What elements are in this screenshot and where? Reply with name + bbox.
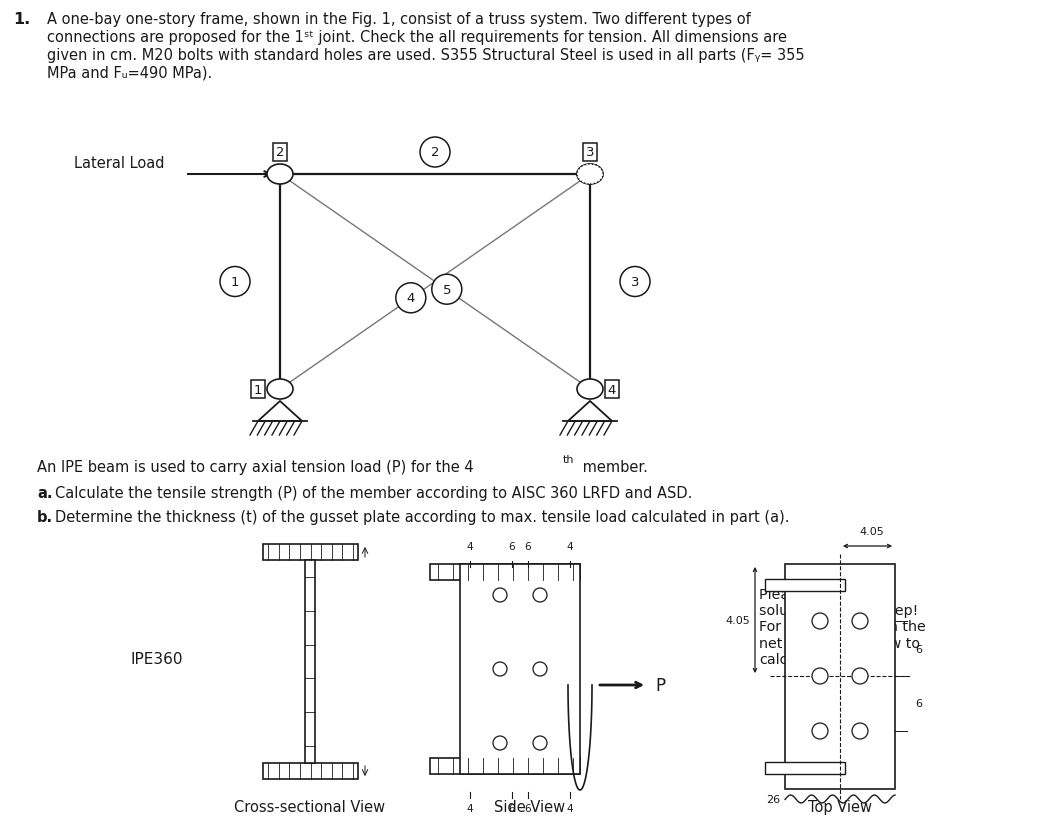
Text: b.: b. bbox=[37, 509, 53, 524]
Text: 6: 6 bbox=[915, 644, 922, 654]
Bar bbox=[785, 565, 895, 789]
Circle shape bbox=[812, 668, 828, 684]
Polygon shape bbox=[568, 402, 612, 421]
Text: Determine the thickness (t) of the gusset plate according to max. tensile load c: Determine the thickness (t) of the gusse… bbox=[55, 509, 789, 524]
Text: member.: member. bbox=[578, 460, 648, 474]
Text: 4.05: 4.05 bbox=[725, 615, 750, 625]
Text: Top View: Top View bbox=[808, 799, 872, 814]
Text: 26: 26 bbox=[766, 794, 780, 804]
Circle shape bbox=[533, 588, 547, 602]
Bar bbox=[460, 565, 580, 774]
Bar bbox=[305, 561, 315, 763]
Text: 1: 1 bbox=[231, 276, 239, 289]
Bar bbox=[264, 544, 358, 561]
Text: 6: 6 bbox=[525, 803, 531, 813]
Text: 4: 4 bbox=[407, 292, 415, 305]
Ellipse shape bbox=[577, 165, 603, 185]
Text: th: th bbox=[563, 455, 574, 465]
Circle shape bbox=[493, 736, 507, 750]
Bar bbox=[765, 580, 845, 591]
Circle shape bbox=[852, 614, 868, 629]
Circle shape bbox=[432, 275, 462, 305]
Ellipse shape bbox=[577, 379, 603, 400]
Text: MPa and Fᵤ=490 MPa).: MPa and Fᵤ=490 MPa). bbox=[47, 66, 212, 81]
Bar bbox=[264, 763, 358, 779]
Circle shape bbox=[396, 283, 426, 314]
Text: 2: 2 bbox=[431, 147, 440, 159]
Text: given in cm. M20 bolts with standard holes are used. S355 Structural Steel is us: given in cm. M20 bolts with standard hol… bbox=[47, 48, 804, 63]
Circle shape bbox=[419, 137, 450, 168]
Text: 6: 6 bbox=[525, 542, 531, 551]
Circle shape bbox=[533, 736, 547, 750]
Circle shape bbox=[852, 723, 868, 739]
Text: Cross-sectional View: Cross-sectional View bbox=[234, 799, 386, 814]
Circle shape bbox=[533, 662, 547, 676]
Text: 4: 4 bbox=[467, 803, 473, 813]
Ellipse shape bbox=[267, 379, 293, 400]
Bar bbox=[430, 565, 580, 580]
Ellipse shape bbox=[577, 165, 603, 185]
Circle shape bbox=[620, 267, 650, 297]
Text: a.: a. bbox=[37, 485, 53, 500]
Text: 4: 4 bbox=[567, 803, 573, 813]
Text: An IPE beam is used to carry axial tension load (P) for the 4: An IPE beam is used to carry axial tensi… bbox=[37, 460, 473, 474]
Text: Lateral Load: Lateral Load bbox=[75, 156, 165, 171]
Text: Please explain the
solution, step by step!
For example sketch the
net areas show: Please explain the solution, step by ste… bbox=[759, 587, 925, 666]
Text: A one-bay one-story frame, shown in the Fig. 1, consist of a truss system. Two d: A one-bay one-story frame, shown in the … bbox=[47, 12, 750, 27]
Bar bbox=[765, 762, 845, 774]
Circle shape bbox=[220, 267, 250, 297]
Circle shape bbox=[493, 588, 507, 602]
Text: 6: 6 bbox=[509, 542, 515, 551]
Text: 1: 1 bbox=[254, 383, 262, 396]
Text: 2: 2 bbox=[276, 147, 285, 159]
Text: 1.: 1. bbox=[13, 12, 31, 27]
Text: Side View: Side View bbox=[494, 799, 566, 814]
Circle shape bbox=[812, 614, 828, 629]
Ellipse shape bbox=[267, 165, 293, 185]
Text: 4: 4 bbox=[567, 542, 573, 551]
Text: 5: 5 bbox=[443, 283, 451, 296]
Text: Calculate the tensile strength (P) of the member according to AISC 360 LRFD and : Calculate the tensile strength (P) of th… bbox=[55, 485, 692, 500]
Text: 20: 20 bbox=[828, 585, 842, 595]
Circle shape bbox=[812, 723, 828, 739]
Text: 3: 3 bbox=[630, 276, 639, 289]
Bar bbox=[430, 758, 580, 774]
Circle shape bbox=[493, 662, 507, 676]
Text: 4: 4 bbox=[608, 383, 617, 396]
Text: IPE360: IPE360 bbox=[130, 652, 182, 667]
Circle shape bbox=[852, 668, 868, 684]
Text: 6: 6 bbox=[509, 803, 515, 813]
Text: connections are proposed for the 1ˢᵗ joint. Check the all requirements for tensi: connections are proposed for the 1ˢᵗ joi… bbox=[47, 30, 787, 45]
Text: 6: 6 bbox=[915, 698, 922, 708]
Text: 3: 3 bbox=[586, 147, 594, 159]
Text: P: P bbox=[655, 676, 665, 694]
Polygon shape bbox=[258, 402, 302, 421]
Text: 4: 4 bbox=[467, 542, 473, 551]
Text: 4.05: 4.05 bbox=[860, 527, 884, 537]
